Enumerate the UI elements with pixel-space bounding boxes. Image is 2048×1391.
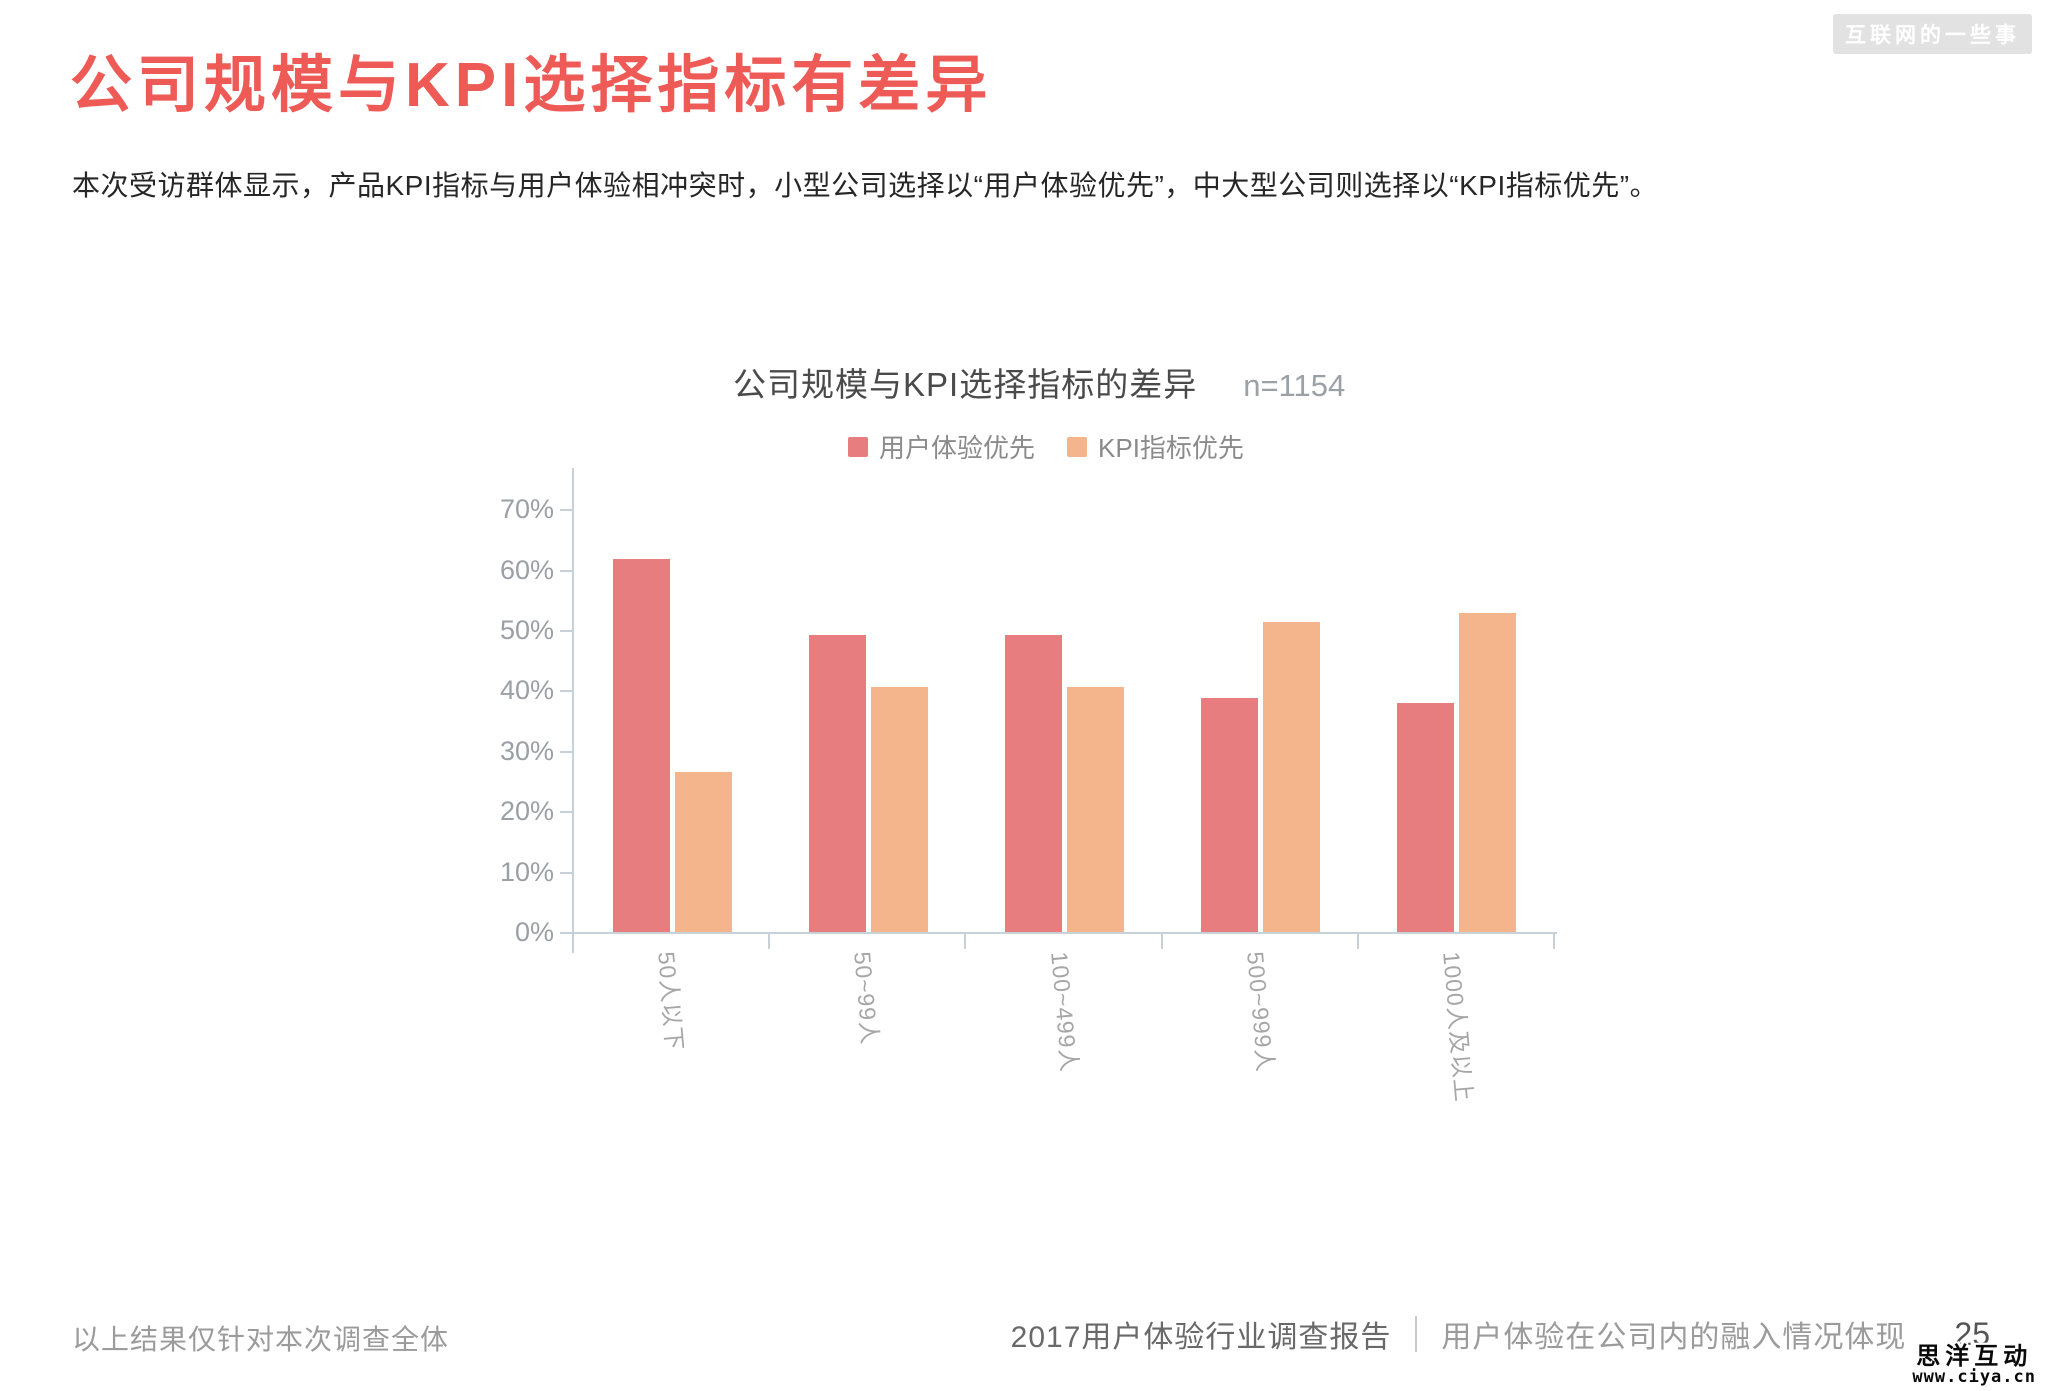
watermark-top-right: 互联网的一些事 <box>1833 14 2032 54</box>
x-axis-category-label: 100~499人 <box>1045 950 1083 1074</box>
legend-item: 用户体验优先 <box>848 428 1035 465</box>
x-axis-tick <box>964 932 967 949</box>
bar-用户体验优先-50~99人 <box>808 634 866 932</box>
y-axis-line <box>572 468 574 953</box>
y-axis-tick-label: 50% <box>499 615 554 645</box>
y-axis-tick-label: 60% <box>499 554 554 585</box>
footer-divider <box>1415 1316 1418 1352</box>
footer-right: 2017用户体验行业调查报告 用户体验在公司内的融入情况体现 25 <box>1011 1312 1990 1356</box>
legend-label: KPI指标优先 <box>1098 433 1244 463</box>
watermark-brand: 思洋互动 <box>1916 1341 2033 1370</box>
bar-KPI指标优先-100~499人 <box>1067 687 1124 932</box>
legend-item: KPI指标优先 <box>1067 428 1244 465</box>
x-axis-tick <box>1553 932 1555 949</box>
y-axis-tick-label: 10% <box>499 856 554 887</box>
x-axis-tick <box>1160 932 1163 949</box>
legend-swatch-icon <box>1067 436 1088 457</box>
bar-KPI指标优先-50~99人 <box>870 687 928 932</box>
x-axis-tick <box>1356 932 1359 949</box>
footer-report-title: 2017用户体验行业调查报告 <box>1010 1321 1392 1354</box>
chart-sample-size: n=1154 <box>1243 368 1346 403</box>
x-axis-category-label: 50~99人 <box>849 950 884 1047</box>
y-axis-tick <box>560 811 572 814</box>
y-axis-tick-label: 30% <box>499 735 554 766</box>
page-number: 25 <box>1954 1315 1990 1352</box>
x-axis-category-label: 1000人及以上 <box>1438 950 1478 1104</box>
y-axis-tick-label: 0% <box>514 917 554 947</box>
x-axis-category-label: 50人以下 <box>653 950 688 1053</box>
y-axis-tick <box>560 630 572 632</box>
bar-用户体验优先-500~999人 <box>1201 697 1259 932</box>
footer-note: 以上结果仅针对本次调查全体 <box>72 1324 450 1355</box>
bar-用户体验优先-50人以下 <box>612 558 670 932</box>
y-axis-tick <box>560 871 572 874</box>
footer-section-title: 用户体验在公司内的融入情况体现 <box>1441 1321 1907 1354</box>
page-title: 公司规模与KPI选择指标有差异 <box>70 51 993 120</box>
chart-legend: 用户体验优先 KPI指标优先 <box>848 428 1244 465</box>
legend-label: 用户体验优先 <box>879 433 1036 463</box>
x-axis-tick <box>768 932 771 949</box>
legend-swatch-icon <box>848 436 868 457</box>
y-axis-tick <box>560 750 572 753</box>
bar-KPI指标优先-1000人及以上 <box>1459 613 1517 932</box>
y-axis-tick-label: 20% <box>499 796 554 827</box>
y-axis-tick-label: 40% <box>499 675 554 706</box>
x-axis-line <box>572 932 1557 934</box>
bar-用户体验优先-100~499人 <box>1005 634 1062 932</box>
bar-KPI指标优先-50人以下 <box>674 771 732 932</box>
chart-title-row: 公司规模与KPI选择指标的差异 n=1154 <box>733 358 1345 406</box>
y-axis-tick-label: 70% <box>499 494 554 525</box>
watermark-url: www.ciya.cn <box>1912 1367 2036 1388</box>
y-axis-tick <box>560 932 572 934</box>
chart-title: 公司规模与KPI选择指标的差异 <box>733 366 1198 403</box>
bar-用户体验优先-1000人及以上 <box>1397 703 1455 932</box>
x-axis-category-label: 500~999人 <box>1241 950 1279 1074</box>
page-subtitle: 本次受访群体显示，产品KPI指标与用户体验相冲突时，小型公司选择以“用户体验优先… <box>72 170 1659 201</box>
y-axis-tick <box>560 569 572 572</box>
y-axis-tick <box>560 509 572 512</box>
watermark-bottom-right: 思洋互动 www.ciya.cn <box>1912 1341 2036 1388</box>
bar-KPI指标优先-500~999人 <box>1263 621 1321 932</box>
y-axis-tick <box>560 690 572 693</box>
